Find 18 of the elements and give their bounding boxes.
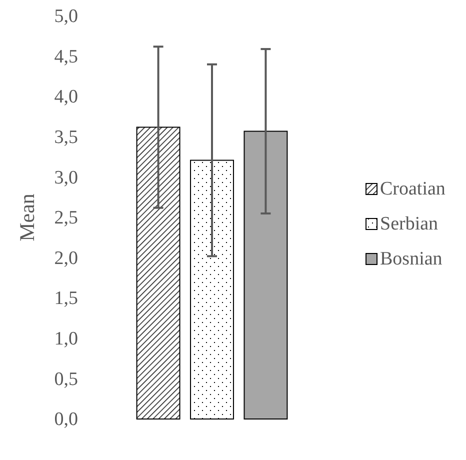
y-tick-label: 5,0 [54,6,78,28]
y-tick-label: 2,0 [54,248,78,269]
y-tick-label: 4,5 [54,46,78,68]
y-tick-label: 3,0 [54,167,78,188]
y-tick-label: 1,0 [54,328,78,350]
y-tick-label: 1,5 [54,288,78,310]
legend-label: Croatian [380,178,446,200]
bar [136,126,180,420]
y-tick-label: 4,0 [54,86,78,108]
legend-label: Bosnian [380,248,443,270]
y-axis-title: Mean [15,193,39,242]
y-tick-label: 3,5 [54,126,78,148]
y-tick-label: 2,5 [54,208,78,229]
y-tick-label: 0,0 [54,409,78,430]
y-tick-label: 0,5 [54,368,78,390]
legend-label: Serbian [380,214,439,234]
bar [244,130,288,420]
bar [190,160,234,420]
